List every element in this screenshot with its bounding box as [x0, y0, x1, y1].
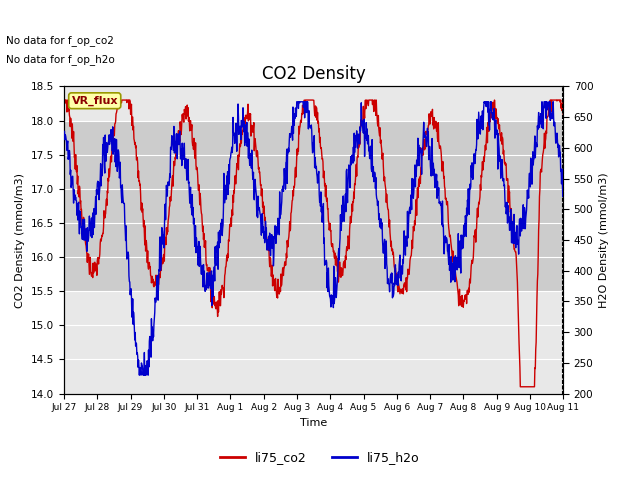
Y-axis label: CO2 Density (mmol/m3): CO2 Density (mmol/m3) [15, 172, 26, 308]
Title: CO2 Density: CO2 Density [262, 65, 365, 84]
Legend: li75_co2, li75_h2o: li75_co2, li75_h2o [215, 446, 425, 469]
Bar [64, 120, 563, 291]
Text: VR_flux: VR_flux [72, 96, 118, 106]
Text: No data for f_op_co2: No data for f_op_co2 [6, 35, 115, 46]
Y-axis label: H2O Density (mmol/m3): H2O Density (mmol/m3) [599, 172, 609, 308]
Text: No data for f_op_h2o: No data for f_op_h2o [6, 54, 115, 65]
X-axis label: Time: Time [300, 418, 327, 428]
